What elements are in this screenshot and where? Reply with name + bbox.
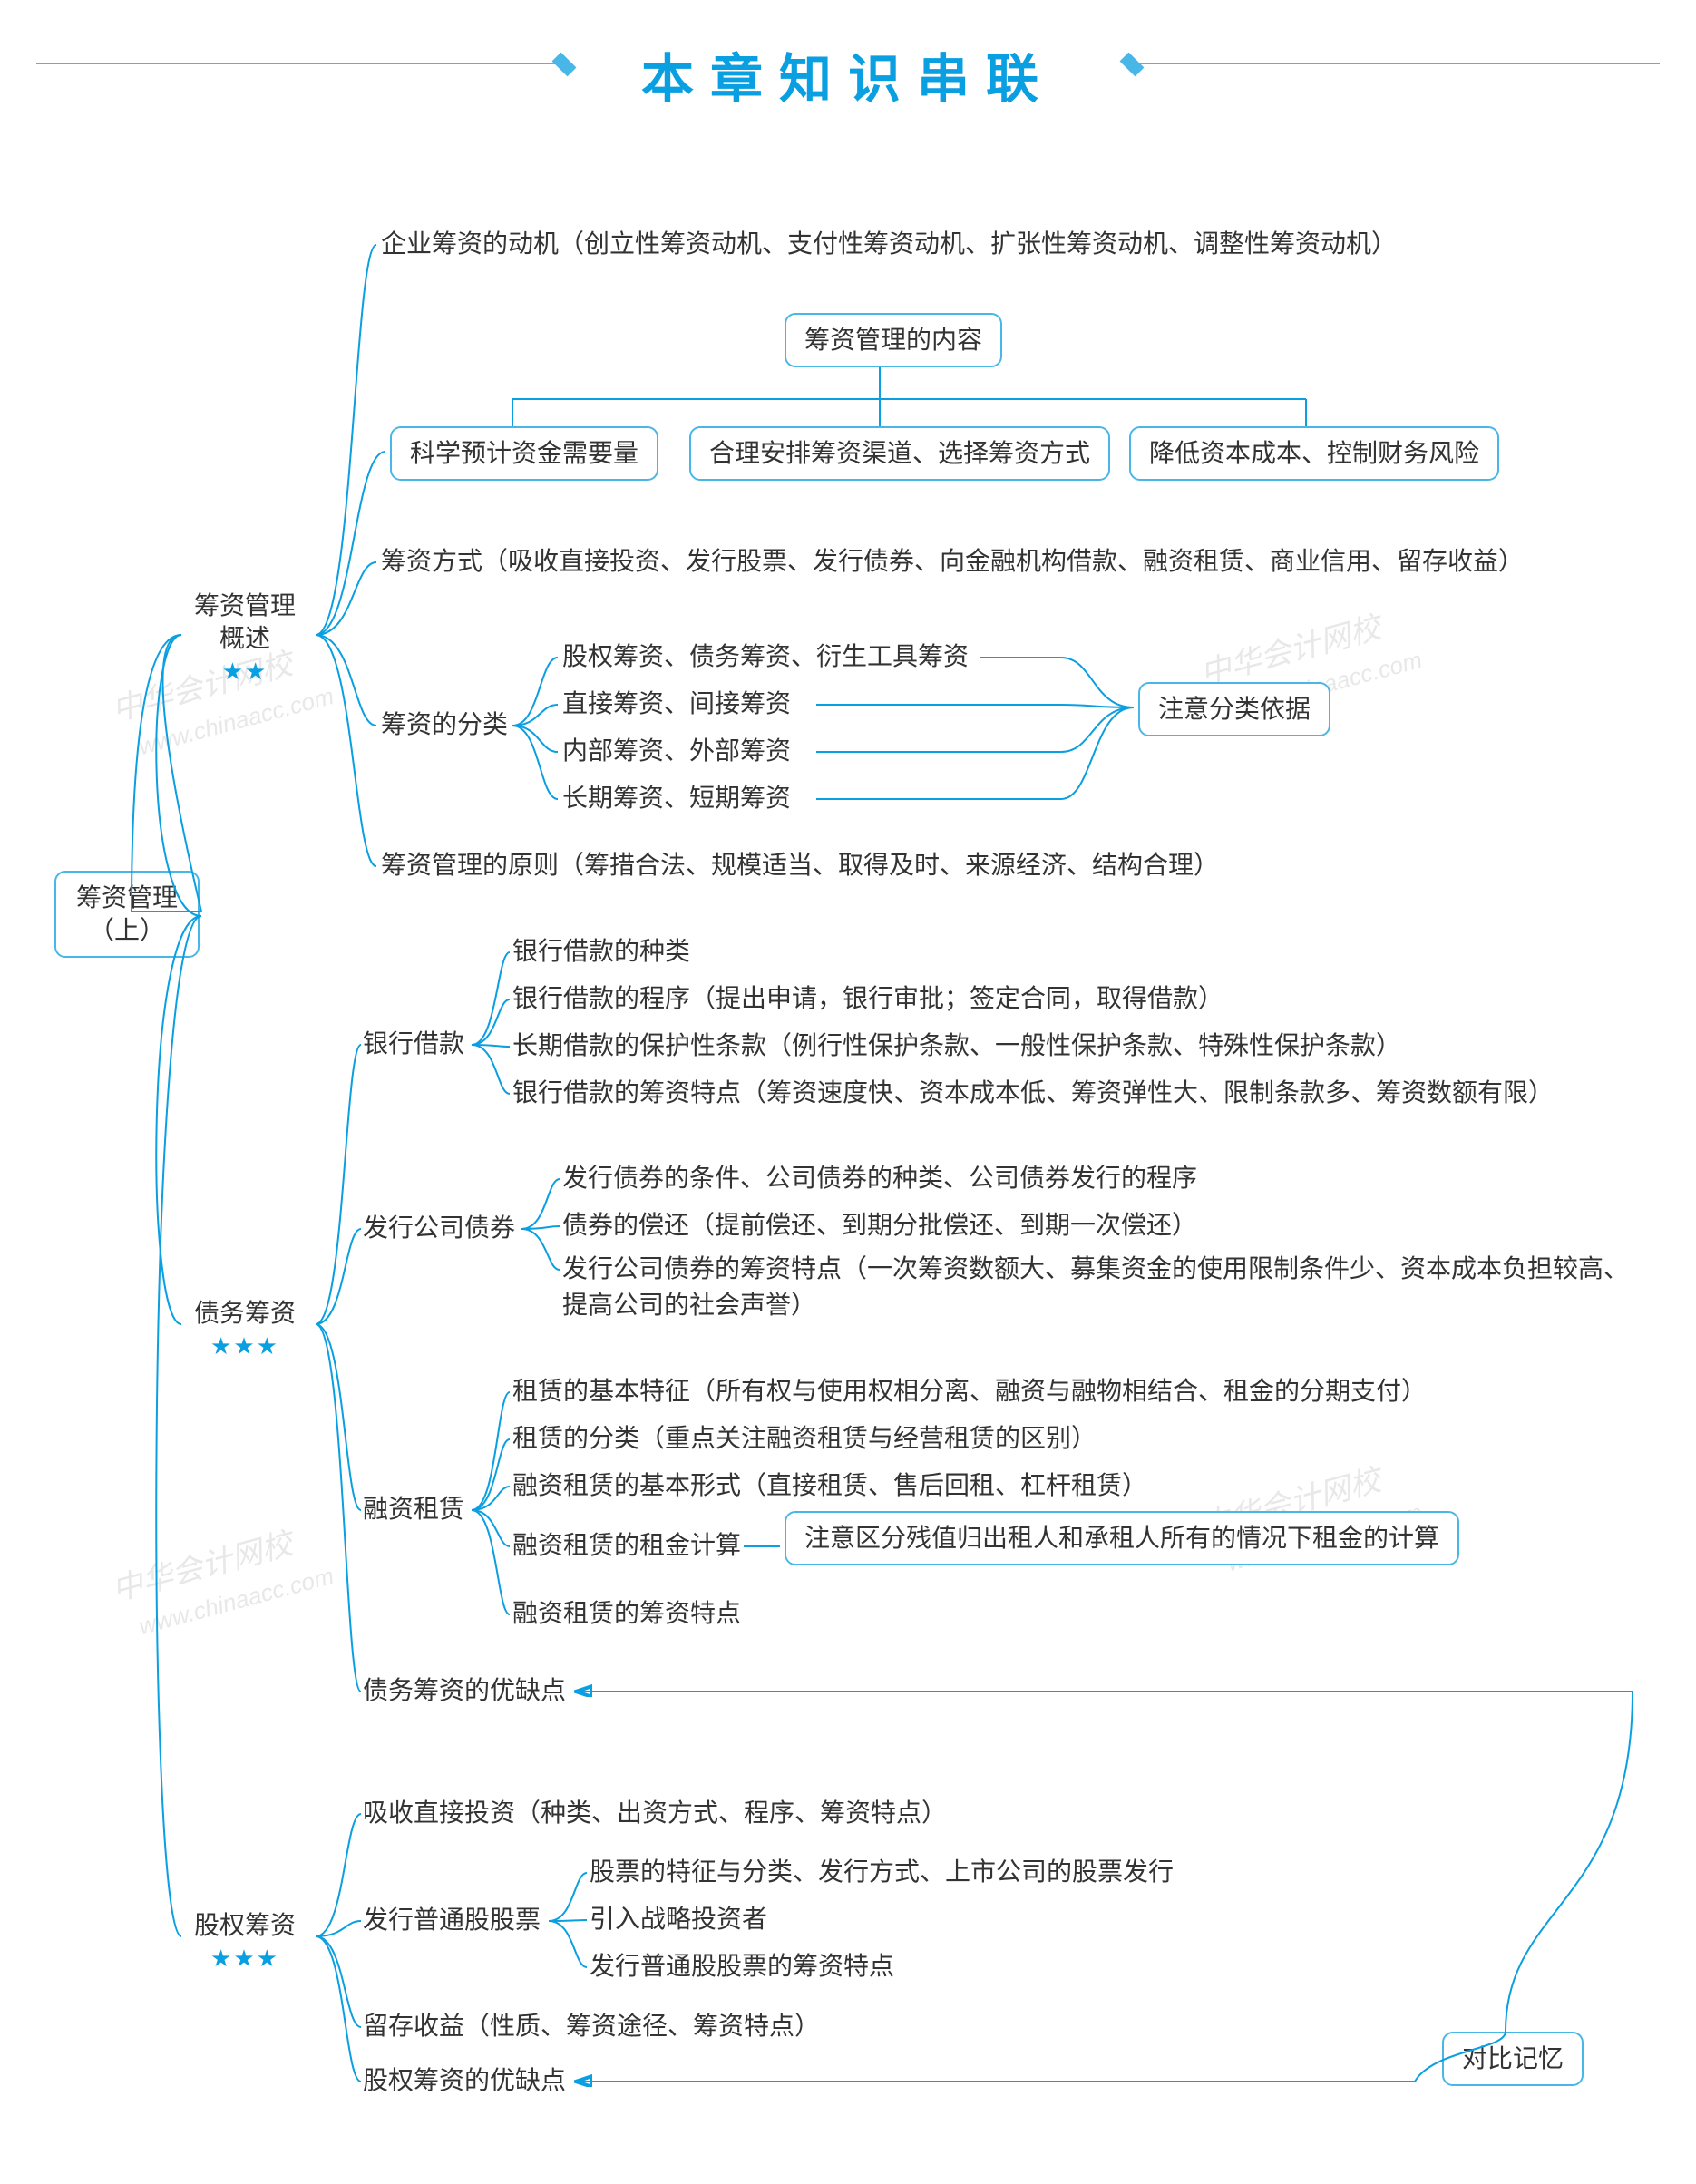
title-rule-right xyxy=(1138,63,1660,64)
diagram-canvas: 本章知识串联 中华会计网校 www.chinaacc.com 中华会计网校 ww… xyxy=(0,0,1696,2184)
title-diamond-right xyxy=(1120,53,1145,77)
classify-line-1: 股权筹资、债务筹资、衍生工具筹资 xyxy=(562,635,969,678)
lease-inline-note: 注意区分残值归出租人和承租人所有的情况下租金的计算 xyxy=(785,1511,1459,1565)
section-debt-stars: ★★★ xyxy=(210,1332,279,1360)
bonds-label: 发行公司债券 xyxy=(363,1206,515,1250)
page-title: 本章知识串联 xyxy=(630,36,1066,112)
lease-line-2: 租赁的分类（重点关注融资租赁与经营租赁的区别） xyxy=(512,1417,1097,1460)
common-stock-label: 发行普通股股票 xyxy=(363,1898,541,1942)
lease-line-5: 融资租赁的筹资特点 xyxy=(512,1592,741,1635)
bonds-line-2: 债券的偿还（提前偿还、到期分批偿还、到期一次偿还） xyxy=(562,1204,1197,1247)
common-stock-line-3: 发行普通股股票的筹资特点 xyxy=(590,1945,894,1988)
bank-loan-label: 银行借款 xyxy=(363,1022,464,1066)
section-overview-label: 筹资管理 概述 xyxy=(194,591,296,652)
bank-loan-line-2: 银行借款的程序（提出申请，银行审批；签定合同，取得借款） xyxy=(512,977,1223,1020)
watermark: 中华会计网校 xyxy=(106,1518,297,1609)
mgmt-content-item-3: 降低资本成本、控制财务风险 xyxy=(1129,426,1499,481)
bank-loan-line-4: 银行借款的筹资特点（筹资速度快、资本成本低、筹资弹性大、限制条款多、筹资数额有限… xyxy=(512,1071,1554,1115)
classify-label: 筹资的分类 xyxy=(381,703,508,746)
section-equity-label: 股权筹资 xyxy=(194,1911,296,1939)
classify-line-3: 内部筹资、外部筹资 xyxy=(562,729,791,773)
equity-line-1: 吸收直接投资（种类、出资方式、程序、筹资特点） xyxy=(363,1791,947,1835)
compare-box: 对比记忆 xyxy=(1442,2032,1584,2086)
mgmt-content-header: 筹资管理的内容 xyxy=(785,313,1002,367)
mgmt-content-item-1: 科学预计资金需要量 xyxy=(390,426,658,481)
common-stock-line-2: 引入战略投资者 xyxy=(590,1897,767,1941)
section-overview-stars: ★★ xyxy=(222,658,268,685)
section-overview: 筹资管理 概述 ★★ xyxy=(172,580,317,697)
classify-line-4: 长期筹资、短期筹资 xyxy=(562,776,791,820)
mgmt-content-item-2: 合理安排筹资渠道、选择筹资方式 xyxy=(689,426,1110,481)
title-rule-left xyxy=(36,63,558,64)
section-debt-label: 债务筹资 xyxy=(194,1299,296,1327)
lease-line-3: 融资租赁的基本形式（直接租赁、售后回租、杠杆租赁） xyxy=(512,1464,1147,1507)
bank-loan-line-1: 银行借款的种类 xyxy=(512,930,690,973)
page-title-wrap: 本章知识串联 xyxy=(0,36,1696,112)
overview-line-5: 筹资管理的原则（筹措合法、规模适当、取得及时、来源经济、结构合理） xyxy=(381,843,1219,887)
classify-line-2: 直接筹资、间接筹资 xyxy=(562,682,791,726)
root-node: 筹资管理 （上） xyxy=(54,871,200,958)
bank-loan-line-3: 长期借款的保护性条款（例行性保护条款、一般性保护条款、特殊性保护条款） xyxy=(512,1024,1401,1068)
bonds-line-3: 发行公司债券的筹资特点（一次筹资数额大、募集资金的使用限制条件少、资本成本负担较… xyxy=(562,1251,1642,1323)
section-equity: 股权筹资 ★★★ xyxy=(172,1900,317,1984)
overview-line-1: 企业筹资的动机（创立性筹资动机、支付性筹资动机、扩张性筹资动机、调整性筹资动机） xyxy=(381,222,1397,266)
root-label: 筹资管理 （上） xyxy=(76,883,178,944)
lease-line-4: 融资租赁的租金计算 xyxy=(512,1524,741,1567)
section-equity-stars: ★★★ xyxy=(210,1945,279,1972)
watermark: 中华会计网校 xyxy=(1194,602,1385,693)
common-stock-line-1: 股票的特征与分类、发行方式、上市公司的股票发行 xyxy=(590,1850,1174,1894)
title-diamond-left xyxy=(552,53,577,77)
lease-line-1: 租赁的基本特征（所有权与使用权相分离、融资与融物相结合、租金的分期支付） xyxy=(512,1370,1427,1413)
overview-line-3: 筹资方式（吸收直接投资、发行股票、发行债券、向金融机构借款、融资租赁、商业信用、… xyxy=(381,540,1524,583)
debt-pro-con: 债务筹资的优缺点 xyxy=(363,1669,566,1712)
equity-line-3: 留存收益（性质、筹资途径、筹资特点） xyxy=(363,2004,820,2048)
lease-label: 融资租赁 xyxy=(363,1487,464,1531)
bonds-line-1: 发行债券的条件、公司债券的种类、公司债券发行的程序 xyxy=(562,1156,1197,1200)
classify-note-box: 注意分类依据 xyxy=(1138,682,1330,736)
equity-pro-con: 股权筹资的优缺点 xyxy=(363,2059,566,2102)
section-debt: 债务筹资 ★★★ xyxy=(172,1288,317,1371)
watermark: www.chinaacc.com xyxy=(136,1562,337,1641)
